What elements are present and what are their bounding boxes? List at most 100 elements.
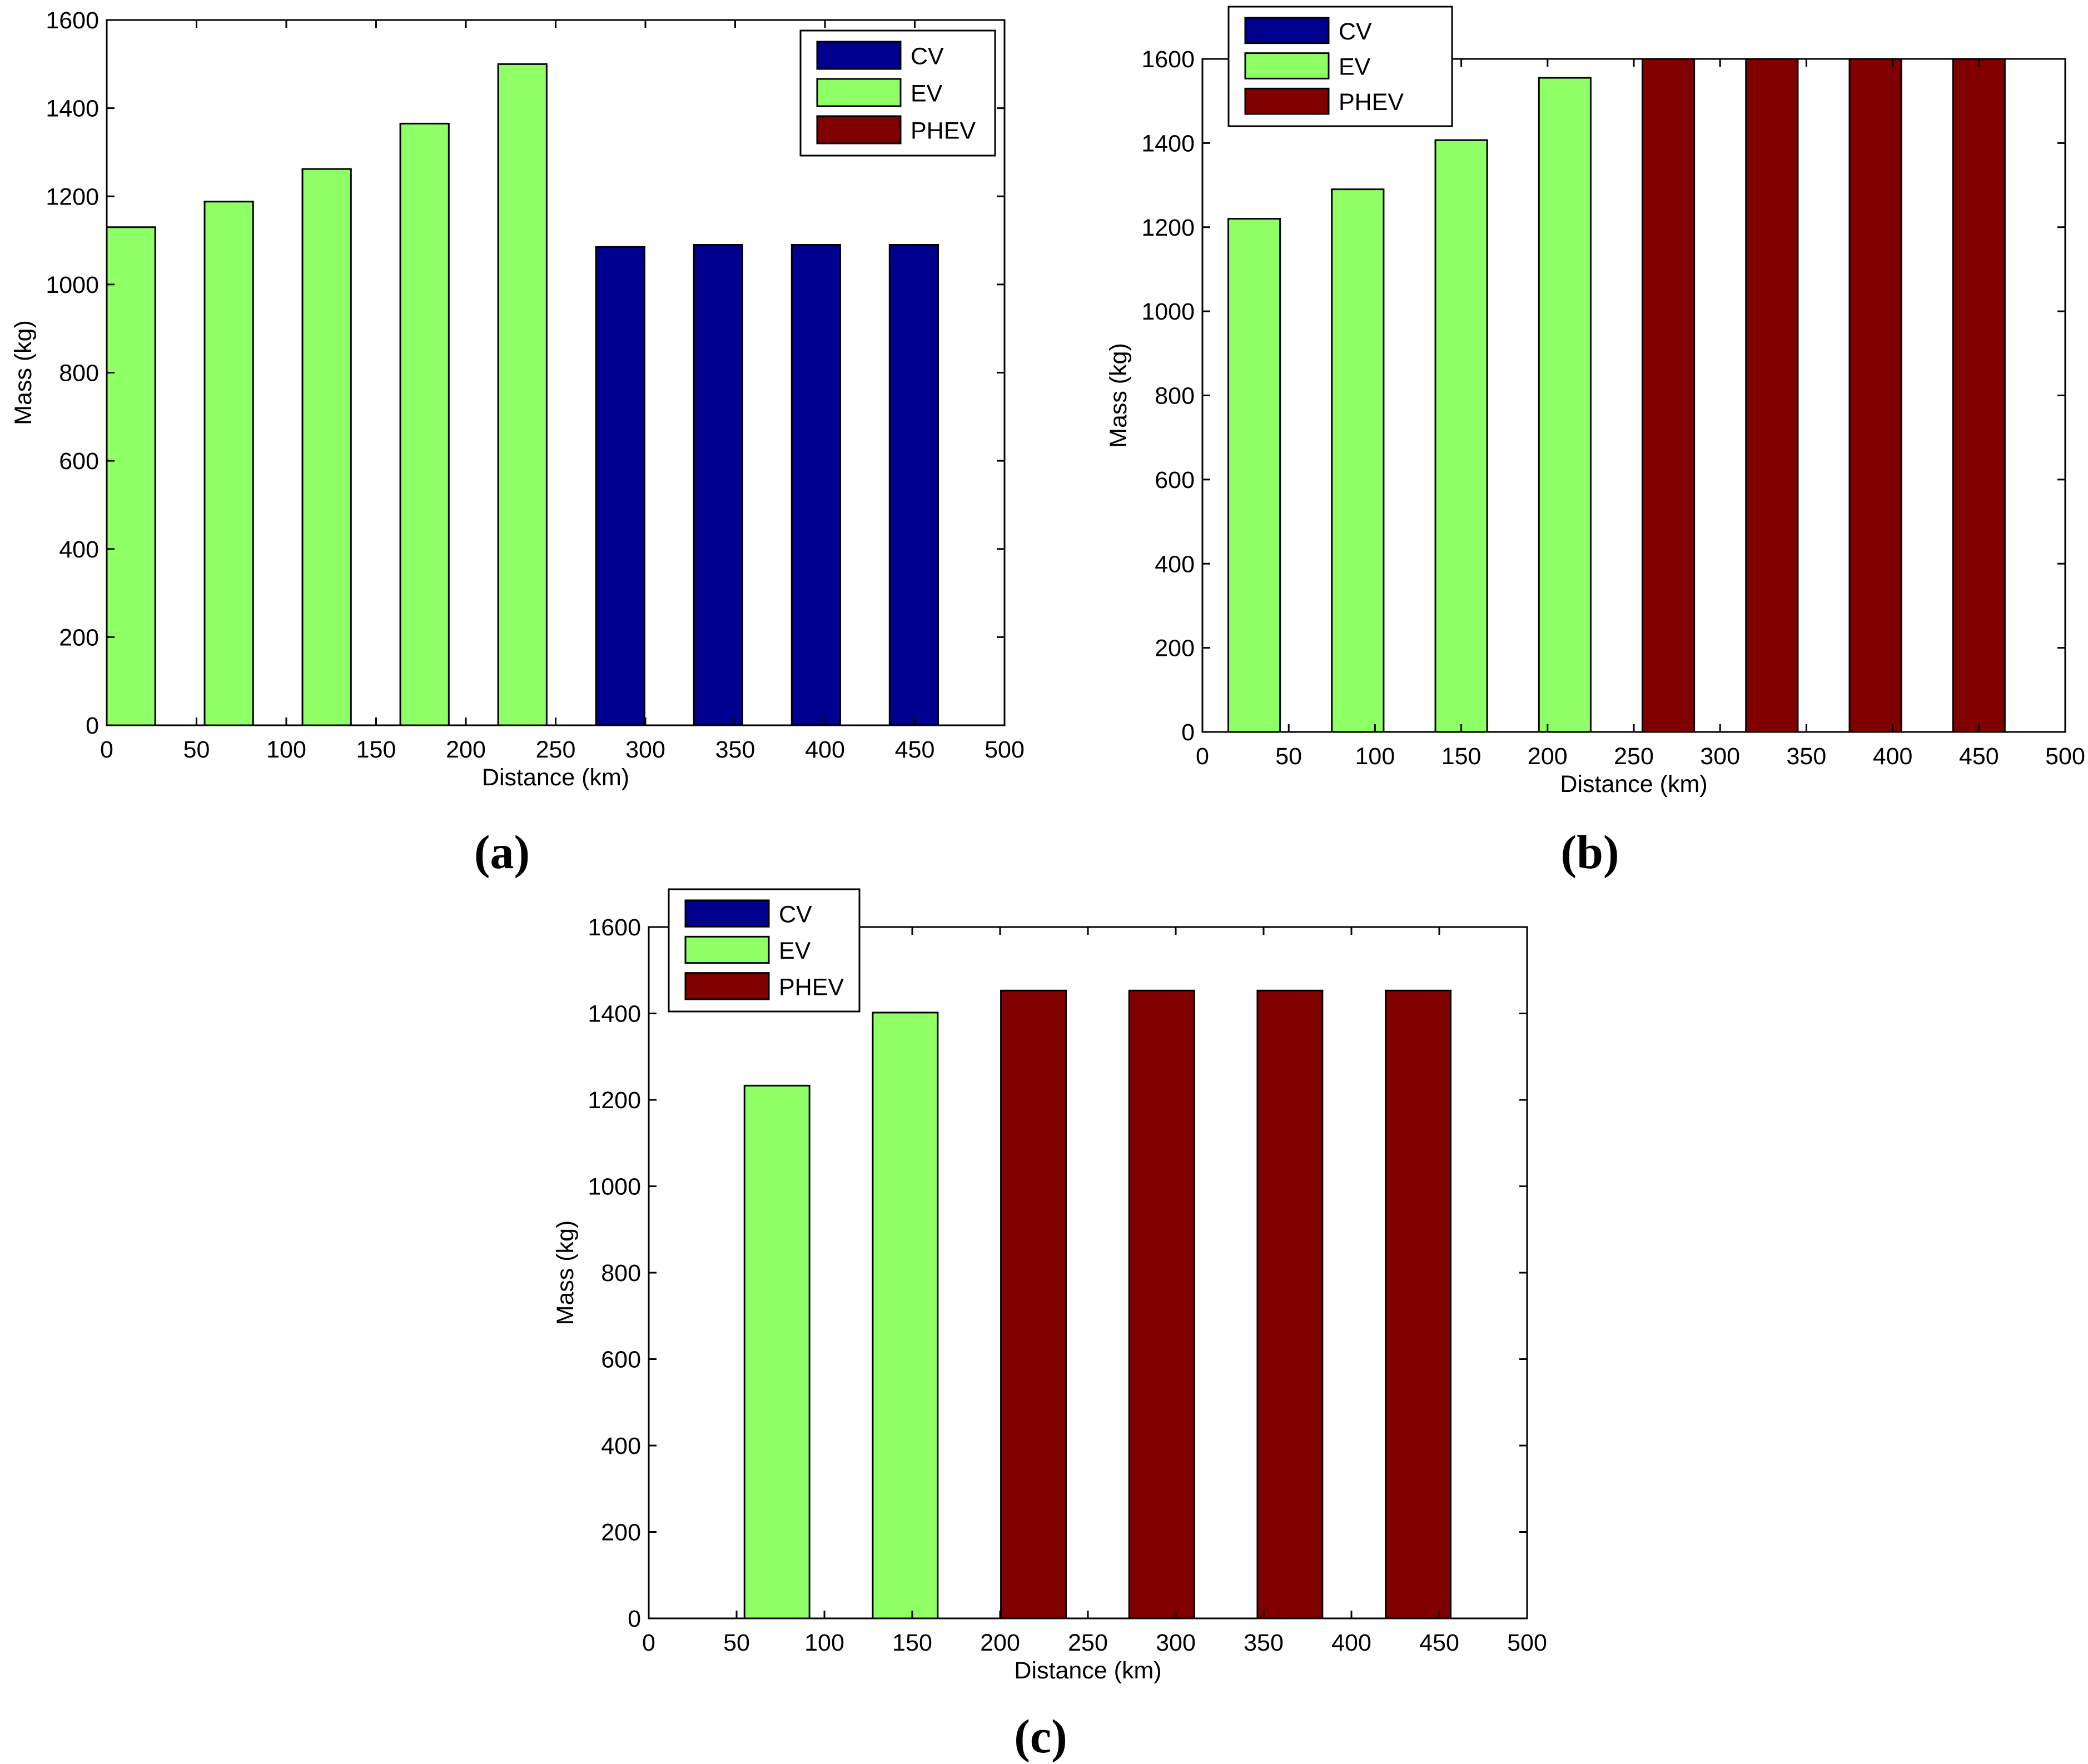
legend-label-phev: PHEV — [1339, 89, 1404, 116]
y-tick-label: 1000 — [588, 1174, 641, 1200]
x-tick-label: 200 — [1528, 743, 1568, 770]
x-tick-label: 300 — [1700, 743, 1740, 770]
x-tick-label: 0 — [100, 736, 113, 763]
legend-swatch-phev — [1244, 87, 1330, 115]
y-tick-label: 800 — [59, 360, 99, 387]
legend-swatch-ev — [816, 78, 902, 107]
x-tick-label: 100 — [804, 1630, 844, 1656]
x-tick-label: 50 — [183, 736, 210, 763]
x-tick-label: 500 — [2045, 743, 2085, 770]
legend-swatch-phev — [684, 972, 770, 1000]
x-axis-label: Distance (km) — [482, 764, 629, 791]
bar-cv-5 — [595, 246, 645, 726]
legend-label-ev: EV — [1339, 54, 1371, 81]
x-tick-label: 400 — [1873, 743, 1913, 770]
bar-cv-7 — [791, 243, 841, 726]
x-tick-label: 450 — [895, 736, 935, 763]
legend-label-cv: CV — [779, 901, 812, 928]
x-axis-label: Distance (km) — [1560, 771, 1707, 798]
x-tick-label: 400 — [1331, 1630, 1371, 1656]
y-axis-label: Mass (kg) — [1105, 343, 1132, 448]
legend: CV EV PHEV — [668, 888, 861, 1013]
bar-ev-0 — [106, 226, 156, 726]
legend-label-phev: PHEV — [911, 118, 976, 144]
y-tick-label: 1600 — [1141, 46, 1195, 73]
x-tick-label: 50 — [723, 1630, 750, 1656]
bar-phev-5 — [1745, 58, 1799, 733]
x-tick-label: 350 — [1787, 743, 1827, 770]
y-tick-label: 600 — [601, 1347, 641, 1373]
chart-panel-b: 0 50 100 150 200 250 300 350 400 450 500 0 200 400 600… — [1105, 6, 2085, 879]
y-tick-label: 1600 — [588, 914, 641, 941]
x-tick-label: 150 — [1441, 743, 1482, 770]
x-tick-label: 450 — [1959, 743, 1999, 770]
y-tick-label: 1000 — [1141, 298, 1195, 325]
bar-ev-4 — [497, 63, 548, 726]
x-axis-label: Distance (km) — [1014, 1657, 1161, 1684]
legend-swatch-cv — [816, 41, 902, 70]
legend-swatch-ev — [1244, 52, 1330, 79]
legend-label-cv: CV — [911, 43, 944, 70]
y-tick-label: 600 — [59, 448, 99, 475]
bar-ev-3 — [1538, 77, 1592, 733]
legend-label-cv: CV — [1339, 18, 1372, 45]
x-tick-label: 200 — [446, 736, 486, 763]
bar-ev-0 — [1227, 218, 1281, 733]
legend-label-ev: EV — [779, 938, 811, 964]
panel-label-c: (c) — [1014, 1710, 1067, 1763]
x-tick-label: 400 — [805, 736, 845, 763]
y-tick-label: 800 — [601, 1260, 641, 1287]
x-tick-label: 150 — [356, 736, 396, 763]
x-tick-label: 250 — [1068, 1630, 1108, 1656]
x-tick-label: 350 — [1244, 1630, 1284, 1656]
panel-label-b: (b) — [1560, 825, 1619, 879]
legend-swatch-ev — [684, 935, 770, 964]
y-tick-label: 200 — [59, 624, 99, 651]
x-tick-label: 50 — [1275, 743, 1302, 770]
y-tick-label: 1000 — [46, 272, 99, 298]
x-tick-label: 500 — [1507, 1630, 1547, 1656]
bar-ev-1 — [1331, 188, 1385, 733]
y-tick-label: 200 — [601, 1519, 641, 1546]
y-tick-label: 1200 — [1141, 215, 1195, 241]
bar-phev-2 — [1000, 989, 1067, 1620]
legend-swatch-cv — [684, 899, 770, 928]
x-tick-label: 500 — [985, 736, 1025, 763]
y-tick-label: 1400 — [1141, 130, 1195, 157]
x-tick-label: 0 — [642, 1630, 655, 1656]
x-tick-label: 450 — [1419, 1630, 1459, 1656]
bar-phev-6 — [1848, 58, 1902, 733]
y-tick-label: 1200 — [588, 1087, 641, 1114]
y-tick-label: 400 — [601, 1433, 641, 1459]
bar-phev-4 — [1256, 989, 1324, 1620]
y-tick-label: 1400 — [46, 96, 99, 122]
legend: CV EV PHEV — [799, 29, 996, 157]
bar-phev-4 — [1642, 58, 1696, 733]
bar-ev-1 — [203, 201, 254, 726]
legend-swatch-cv — [1244, 17, 1330, 44]
bar-ev-2 — [301, 168, 352, 726]
bar-phev-7 — [1952, 58, 2006, 733]
panel-label-a: (a) — [474, 825, 530, 879]
x-tick-label: 300 — [1156, 1630, 1196, 1656]
y-axis-label: Mass (kg) — [552, 1220, 579, 1326]
y-axis-label: Mass (kg) — [10, 320, 37, 425]
x-tick-label: 300 — [625, 736, 665, 763]
x-tick-label: 350 — [715, 736, 755, 763]
y-tick-label: 200 — [1155, 635, 1195, 662]
bar-cv-6 — [693, 243, 743, 726]
y-tick-label: 600 — [1155, 467, 1195, 494]
y-tick-label: 1400 — [588, 1001, 641, 1028]
legend-label-ev: EV — [911, 81, 943, 107]
bar-ev-3 — [399, 122, 450, 726]
y-tick-label: 0 — [628, 1606, 641, 1632]
x-tick-label: 100 — [1355, 743, 1395, 770]
x-tick-label: 150 — [892, 1630, 932, 1656]
bar-ev-1 — [872, 1011, 939, 1620]
bar-cv-8 — [888, 243, 939, 726]
x-tick-label: 250 — [536, 736, 576, 763]
chart-panel-a: 0 50 100 150 200 250 300 350 400 450 500 0 200 400 600… — [10, 7, 1025, 879]
y-tick-label: 400 — [59, 536, 99, 563]
bar-ev-0 — [743, 1084, 811, 1620]
